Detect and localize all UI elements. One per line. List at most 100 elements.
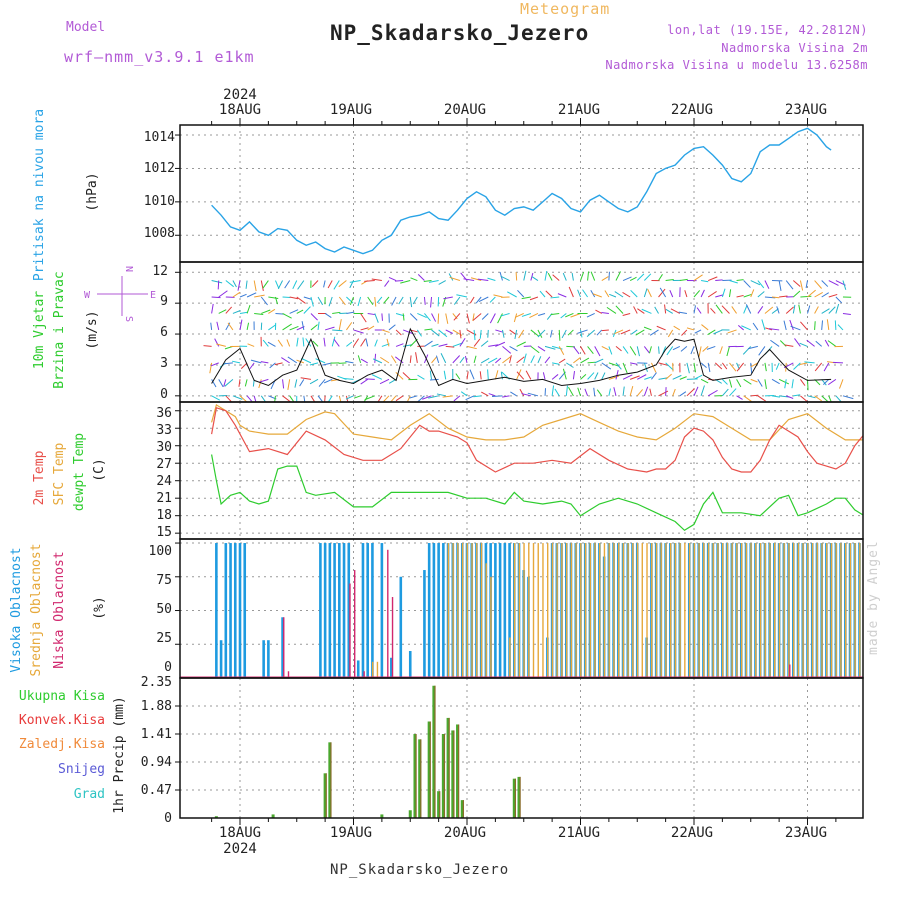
day-label-bottom-4: 22AUG xyxy=(671,825,713,841)
wind-barb-arrow xyxy=(357,355,362,364)
wind-barb-arrow xyxy=(779,340,787,347)
wind-barb-arrow xyxy=(577,289,581,298)
high-cloud-bar xyxy=(356,660,360,678)
wind-barb-arrow xyxy=(783,320,787,331)
wind-barb-arrow xyxy=(309,378,319,385)
wind-barb-arrow xyxy=(455,373,461,380)
wind-barb-arrow xyxy=(249,362,255,370)
wind-barb-arrow xyxy=(721,388,729,397)
wind-barb-arrow xyxy=(550,296,560,299)
wind-barb-arrow xyxy=(250,359,262,364)
high-cloud-bar xyxy=(390,657,393,678)
temp-2m-series-line xyxy=(211,407,863,473)
wind-barb-arrow xyxy=(550,312,560,316)
high-cloud-bar xyxy=(215,543,218,678)
wind-barb-arrow xyxy=(232,360,241,364)
mid-cloud-bar xyxy=(509,637,511,678)
wind-barb-arrow xyxy=(577,329,588,334)
wind-barb-arrow xyxy=(315,358,326,364)
wind-barb-arrow xyxy=(715,279,723,282)
wind-barb-arrow xyxy=(544,345,556,350)
mid-cloud-bar xyxy=(617,543,620,678)
wind-barb-arrow xyxy=(821,280,829,287)
high-cloud-bar xyxy=(891,543,894,678)
wind-barb-arrow xyxy=(842,395,854,400)
wind-barb-arrow xyxy=(338,296,346,306)
wind-barb-arrow xyxy=(383,296,390,304)
pressure-series-line xyxy=(211,127,832,255)
wind-barb-arrow xyxy=(481,391,489,397)
wind-barb-arrow xyxy=(630,329,638,335)
wind-barb-arrow xyxy=(259,378,269,383)
wind-barb-arrow xyxy=(240,362,248,369)
wind-barb-arrow xyxy=(282,379,285,389)
wind-barb-arrow xyxy=(415,352,418,363)
low-cloud-bar xyxy=(387,549,389,678)
wind-barb-arrow xyxy=(793,362,801,370)
wind-barb-arrow xyxy=(771,395,780,398)
wind-barb-arrow xyxy=(324,326,335,331)
mid-cloud-bar xyxy=(632,543,634,678)
wind-barb-arrow xyxy=(424,313,431,322)
wind-barb-arrow xyxy=(601,362,612,370)
wind-barb-arrow xyxy=(289,309,299,314)
wind-barb-arrow xyxy=(693,274,703,281)
wind-barb-arrow xyxy=(488,357,498,364)
wind-barb-arrow xyxy=(580,329,583,338)
wind-barb-arrow xyxy=(289,325,299,331)
high-cloud-bar xyxy=(380,543,384,678)
cloud-tick-50: 50 xyxy=(156,602,172,617)
wind-barb-arrow xyxy=(587,346,594,354)
mid-cloud-bar xyxy=(513,543,516,678)
wind-barb-arrow xyxy=(707,389,718,397)
wind-barb-arrow xyxy=(786,395,794,399)
wind-barb-arrow xyxy=(743,293,752,298)
wind-barb-arrow xyxy=(837,324,844,331)
wind-barb-arrow xyxy=(745,304,752,314)
wind-barb-arrow xyxy=(622,346,629,354)
wind-barb-arrow xyxy=(282,323,292,331)
total-precip-bar xyxy=(214,816,218,818)
wind-barb-arrow xyxy=(635,329,645,336)
wind-barb-arrow xyxy=(211,303,214,314)
wind-barb-arrow xyxy=(547,272,553,281)
wind-barb-arrow xyxy=(409,395,418,399)
wind-barb-arrow xyxy=(715,294,724,298)
wind-barb-arrow xyxy=(775,362,780,370)
wind-barb-arrow xyxy=(297,280,305,290)
wind-barb-arrow xyxy=(577,387,581,396)
mid-cloud-bar xyxy=(830,543,833,678)
wind-barb-arrow xyxy=(510,391,517,397)
wind-barb-arrow xyxy=(360,378,368,385)
wind-barb-arrow xyxy=(614,291,624,298)
wind-barb-arrow xyxy=(690,346,695,355)
wind-barb-arrow xyxy=(488,344,499,347)
high-cloud-bar xyxy=(224,543,228,678)
wind-barb-arrow xyxy=(305,338,312,347)
wind-barb-arrow xyxy=(282,313,292,319)
mid-cloud-bar xyxy=(764,543,766,678)
wind-barb-arrow xyxy=(301,357,312,364)
conv-precip-bar xyxy=(458,724,460,818)
mid-cloud-bar xyxy=(636,543,639,678)
wind-barb-arrow xyxy=(747,345,758,350)
wind-barb-arrow xyxy=(537,356,542,364)
wind-barb-arrow xyxy=(310,324,318,331)
mid-cloud-bar xyxy=(594,543,596,678)
wind-barb-arrow xyxy=(332,329,343,332)
wind-barb-arrow xyxy=(246,292,257,298)
wind-barb-arrow xyxy=(743,395,752,402)
wind-barb-arrow xyxy=(790,325,801,331)
wind-barb-arrow xyxy=(309,362,319,366)
wind-barb-arrow xyxy=(431,356,437,364)
wind-barb-arrow xyxy=(391,296,397,306)
wind-barb-arrow xyxy=(224,378,234,387)
mid-cloud-bar xyxy=(736,543,738,678)
wind-barb-arrow xyxy=(729,388,737,397)
wind-barb-arrow xyxy=(502,395,510,398)
wind-barb-arrow xyxy=(580,272,585,281)
wind-barb-arrow xyxy=(232,310,241,314)
wind-barb-arrow xyxy=(693,362,696,373)
wind-barb-arrow xyxy=(622,374,633,380)
wind-barb-arrow xyxy=(651,372,657,380)
